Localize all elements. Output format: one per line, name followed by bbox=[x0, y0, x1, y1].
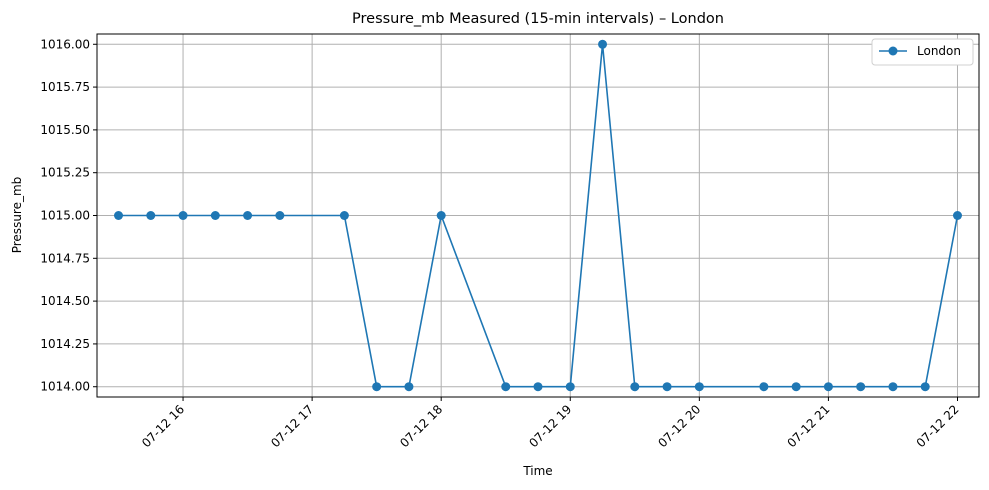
data-point bbox=[630, 382, 640, 392]
y-tick-label: 1014.50 bbox=[40, 294, 90, 308]
data-point bbox=[339, 211, 349, 220]
data-point bbox=[662, 382, 672, 392]
data-point bbox=[791, 382, 801, 392]
y-axis-label: Pressure_mb bbox=[10, 177, 24, 254]
data-point bbox=[823, 382, 833, 392]
data-point bbox=[888, 382, 898, 392]
legend-marker bbox=[888, 46, 898, 56]
data-point bbox=[952, 211, 962, 220]
data-point bbox=[146, 211, 156, 220]
y-tick-label: 1014.00 bbox=[40, 380, 90, 394]
data-point bbox=[178, 211, 188, 220]
legend-box bbox=[871, 38, 974, 66]
legend-label: London bbox=[917, 44, 961, 58]
data-point bbox=[598, 39, 608, 49]
y-tick-label: 1014.25 bbox=[40, 337, 90, 351]
data-point bbox=[533, 382, 543, 392]
data-point bbox=[436, 211, 446, 220]
data-point bbox=[275, 211, 285, 220]
chart-title: Pressure_mb Measured (15-min intervals) … bbox=[352, 11, 724, 27]
data-point bbox=[920, 382, 930, 392]
series-line bbox=[118, 44, 959, 388]
data-point bbox=[501, 382, 511, 392]
data-point bbox=[372, 382, 382, 392]
series-layer bbox=[114, 39, 962, 392]
data-point bbox=[243, 211, 253, 220]
y-tick-label: 1015.00 bbox=[40, 209, 90, 223]
data-point bbox=[404, 382, 414, 392]
data-point bbox=[210, 211, 220, 220]
data-point bbox=[694, 382, 704, 392]
y-tick-label: 1015.75 bbox=[40, 80, 90, 94]
y-axis: 1014.00 1014.25 1014.50 1014.75 1015.00 1015.… bbox=[40, 37, 97, 394]
data-point bbox=[565, 382, 575, 392]
y-tick-label: 1014.75 bbox=[40, 251, 90, 265]
grid bbox=[97, 34, 979, 397]
legend: London bbox=[871, 38, 974, 66]
x-axis-label: Time bbox=[522, 464, 552, 478]
data-point bbox=[856, 382, 866, 392]
data-point bbox=[114, 211, 124, 220]
y-tick-label: 1015.25 bbox=[40, 166, 90, 180]
y-tick-label: 1015.50 bbox=[40, 123, 90, 137]
y-tick-label: 1016.00 bbox=[40, 37, 90, 51]
data-point bbox=[759, 382, 769, 392]
